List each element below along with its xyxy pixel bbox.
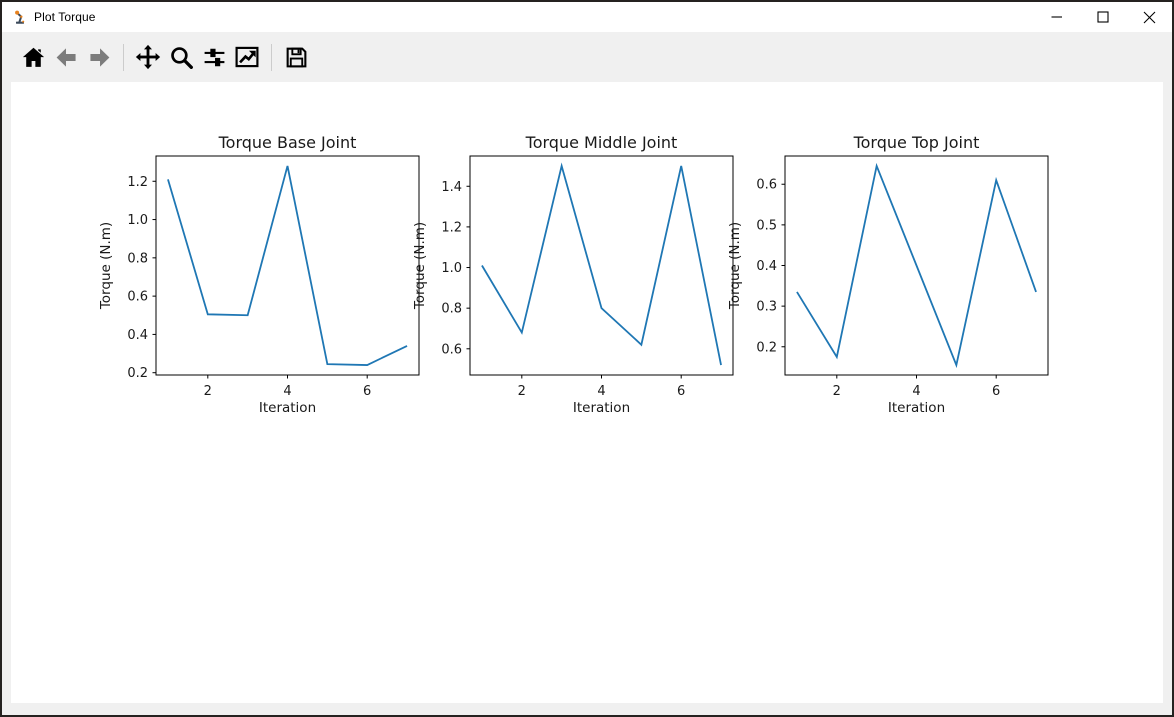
svg-text:0.5: 0.5 <box>756 218 777 233</box>
toolbar-separator <box>271 43 272 71</box>
configure-subplots-icon <box>204 48 224 66</box>
pan-icon <box>135 44 161 70</box>
figure-area: Torque Base Joint Iteration Torque (N.m) 2 4… <box>2 82 1172 715</box>
svg-text:1.2: 1.2 <box>127 175 148 190</box>
minimize-icon <box>1051 16 1062 18</box>
subplot-torque-middle-joint: Torque Middle Joint Iteration Torque (N.m)… <box>408 124 748 424</box>
svg-text:0.2: 0.2 <box>127 366 148 381</box>
home-icon <box>22 47 44 67</box>
window-title: Plot Torque <box>34 10 96 24</box>
svg-text:1.0: 1.0 <box>441 261 462 276</box>
svg-text:Torque Top Joint: Torque Top Joint <box>853 133 980 152</box>
svg-text:Torque Base Joint: Torque Base Joint <box>218 133 357 152</box>
edit-parameters-icon <box>235 46 259 68</box>
home-button[interactable] <box>20 44 46 70</box>
svg-text:0.8: 0.8 <box>127 251 148 266</box>
forward-button[interactable] <box>86 44 112 70</box>
svg-text:2: 2 <box>204 384 212 399</box>
svg-text:4: 4 <box>597 384 605 399</box>
svg-text:Iteration: Iteration <box>888 400 945 416</box>
forward-icon <box>89 47 109 67</box>
back-icon <box>56 47 76 67</box>
window-controls <box>1034 2 1172 32</box>
svg-text:0.8: 0.8 <box>441 302 462 317</box>
configure-subplots-button[interactable] <box>201 44 227 70</box>
minimize-button[interactable] <box>1034 2 1080 32</box>
svg-text:Torque (N.m): Torque (N.m) <box>412 222 428 310</box>
maximize-icon <box>1097 11 1109 23</box>
save-icon <box>286 47 306 67</box>
svg-text:2: 2 <box>833 384 841 399</box>
save-button[interactable] <box>283 44 309 70</box>
subplot-torque-top-joint: Torque Top Joint Iteration Torque (N.m) 2 4 6… <box>723 124 1063 424</box>
svg-text:4: 4 <box>283 384 291 399</box>
edit-parameters-button[interactable] <box>234 44 260 70</box>
svg-text:Iteration: Iteration <box>573 400 630 416</box>
svg-text:6: 6 <box>363 384 371 399</box>
svg-text:1.4: 1.4 <box>441 180 462 195</box>
pan-button[interactable] <box>135 44 161 70</box>
svg-text:0.2: 0.2 <box>756 340 777 355</box>
svg-text:1.0: 1.0 <box>127 213 148 228</box>
svg-text:0.6: 0.6 <box>441 342 462 357</box>
close-icon <box>1143 11 1155 23</box>
svg-text:0.6: 0.6 <box>127 290 148 305</box>
toolbar-separator <box>123 43 124 71</box>
maximize-button[interactable] <box>1080 2 1126 32</box>
svg-text:2: 2 <box>518 384 526 399</box>
svg-text:0.3: 0.3 <box>756 300 777 315</box>
titlebar: Plot Torque <box>2 2 1172 32</box>
svg-text:0.6: 0.6 <box>756 178 777 193</box>
app-icon <box>12 9 28 25</box>
zoom-icon <box>170 46 193 69</box>
svg-text:0.4: 0.4 <box>127 328 148 343</box>
svg-text:Torque (N.m): Torque (N.m) <box>727 222 743 310</box>
svg-text:Torque (N.m): Torque (N.m) <box>98 222 114 310</box>
svg-text:6: 6 <box>677 384 685 399</box>
subplot-torque-base-joint: Torque Base Joint Iteration Torque (N.m) 2 4… <box>94 124 434 424</box>
svg-text:1.2: 1.2 <box>441 220 462 235</box>
figure-canvas[interactable]: Torque Base Joint Iteration Torque (N.m) 2 4… <box>11 82 1163 703</box>
back-button[interactable] <box>53 44 79 70</box>
matplotlib-toolbar <box>2 32 1172 82</box>
svg-text:0.4: 0.4 <box>756 259 777 274</box>
svg-text:4: 4 <box>912 384 920 399</box>
svg-text:Torque Middle Joint: Torque Middle Joint <box>525 133 678 152</box>
close-button[interactable] <box>1126 2 1172 32</box>
svg-text:6: 6 <box>992 384 1000 399</box>
zoom-button[interactable] <box>168 44 194 70</box>
svg-text:Iteration: Iteration <box>259 400 316 416</box>
